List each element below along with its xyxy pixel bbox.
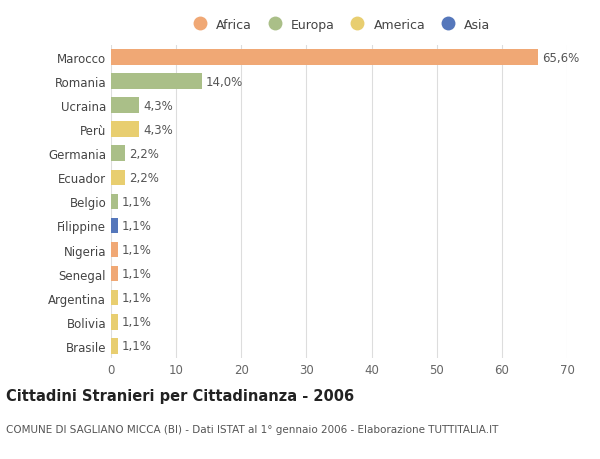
Bar (111, 50, 538, 66)
Text: 1,1%: 1,1% (122, 291, 152, 304)
Text: 1,1%: 1,1% (122, 268, 152, 280)
Bar (111, 290, 118, 306)
Text: 65,6%: 65,6% (542, 51, 580, 64)
Text: 1,1%: 1,1% (122, 196, 152, 208)
Text: 2,2%: 2,2% (129, 172, 159, 185)
Text: 1,1%: 1,1% (122, 340, 152, 353)
Text: 2,2%: 2,2% (129, 147, 159, 161)
Bar (111, 242, 118, 258)
Legend: Africa, Europa, America, Asia: Africa, Europa, America, Asia (182, 14, 496, 37)
Bar (111, 146, 125, 162)
Text: 1,1%: 1,1% (122, 315, 152, 329)
Text: 14,0%: 14,0% (206, 75, 244, 89)
Text: Cittadini Stranieri per Cittadinanza - 2006: Cittadini Stranieri per Cittadinanza - 2… (6, 388, 354, 403)
Text: 4,3%: 4,3% (143, 123, 173, 136)
Bar (111, 74, 202, 90)
Bar (111, 122, 139, 138)
Bar (111, 314, 118, 330)
Bar (111, 170, 125, 186)
Text: 1,1%: 1,1% (122, 219, 152, 232)
Bar (111, 194, 118, 210)
Text: COMUNE DI SAGLIANO MICCA (BI) - Dati ISTAT al 1° gennaio 2006 - Elaborazione TUT: COMUNE DI SAGLIANO MICCA (BI) - Dati IST… (6, 425, 499, 435)
Bar (111, 338, 118, 354)
Bar (111, 98, 139, 114)
Bar (111, 218, 118, 234)
Text: 1,1%: 1,1% (122, 243, 152, 257)
Bar (111, 266, 118, 282)
Text: 4,3%: 4,3% (143, 100, 173, 112)
